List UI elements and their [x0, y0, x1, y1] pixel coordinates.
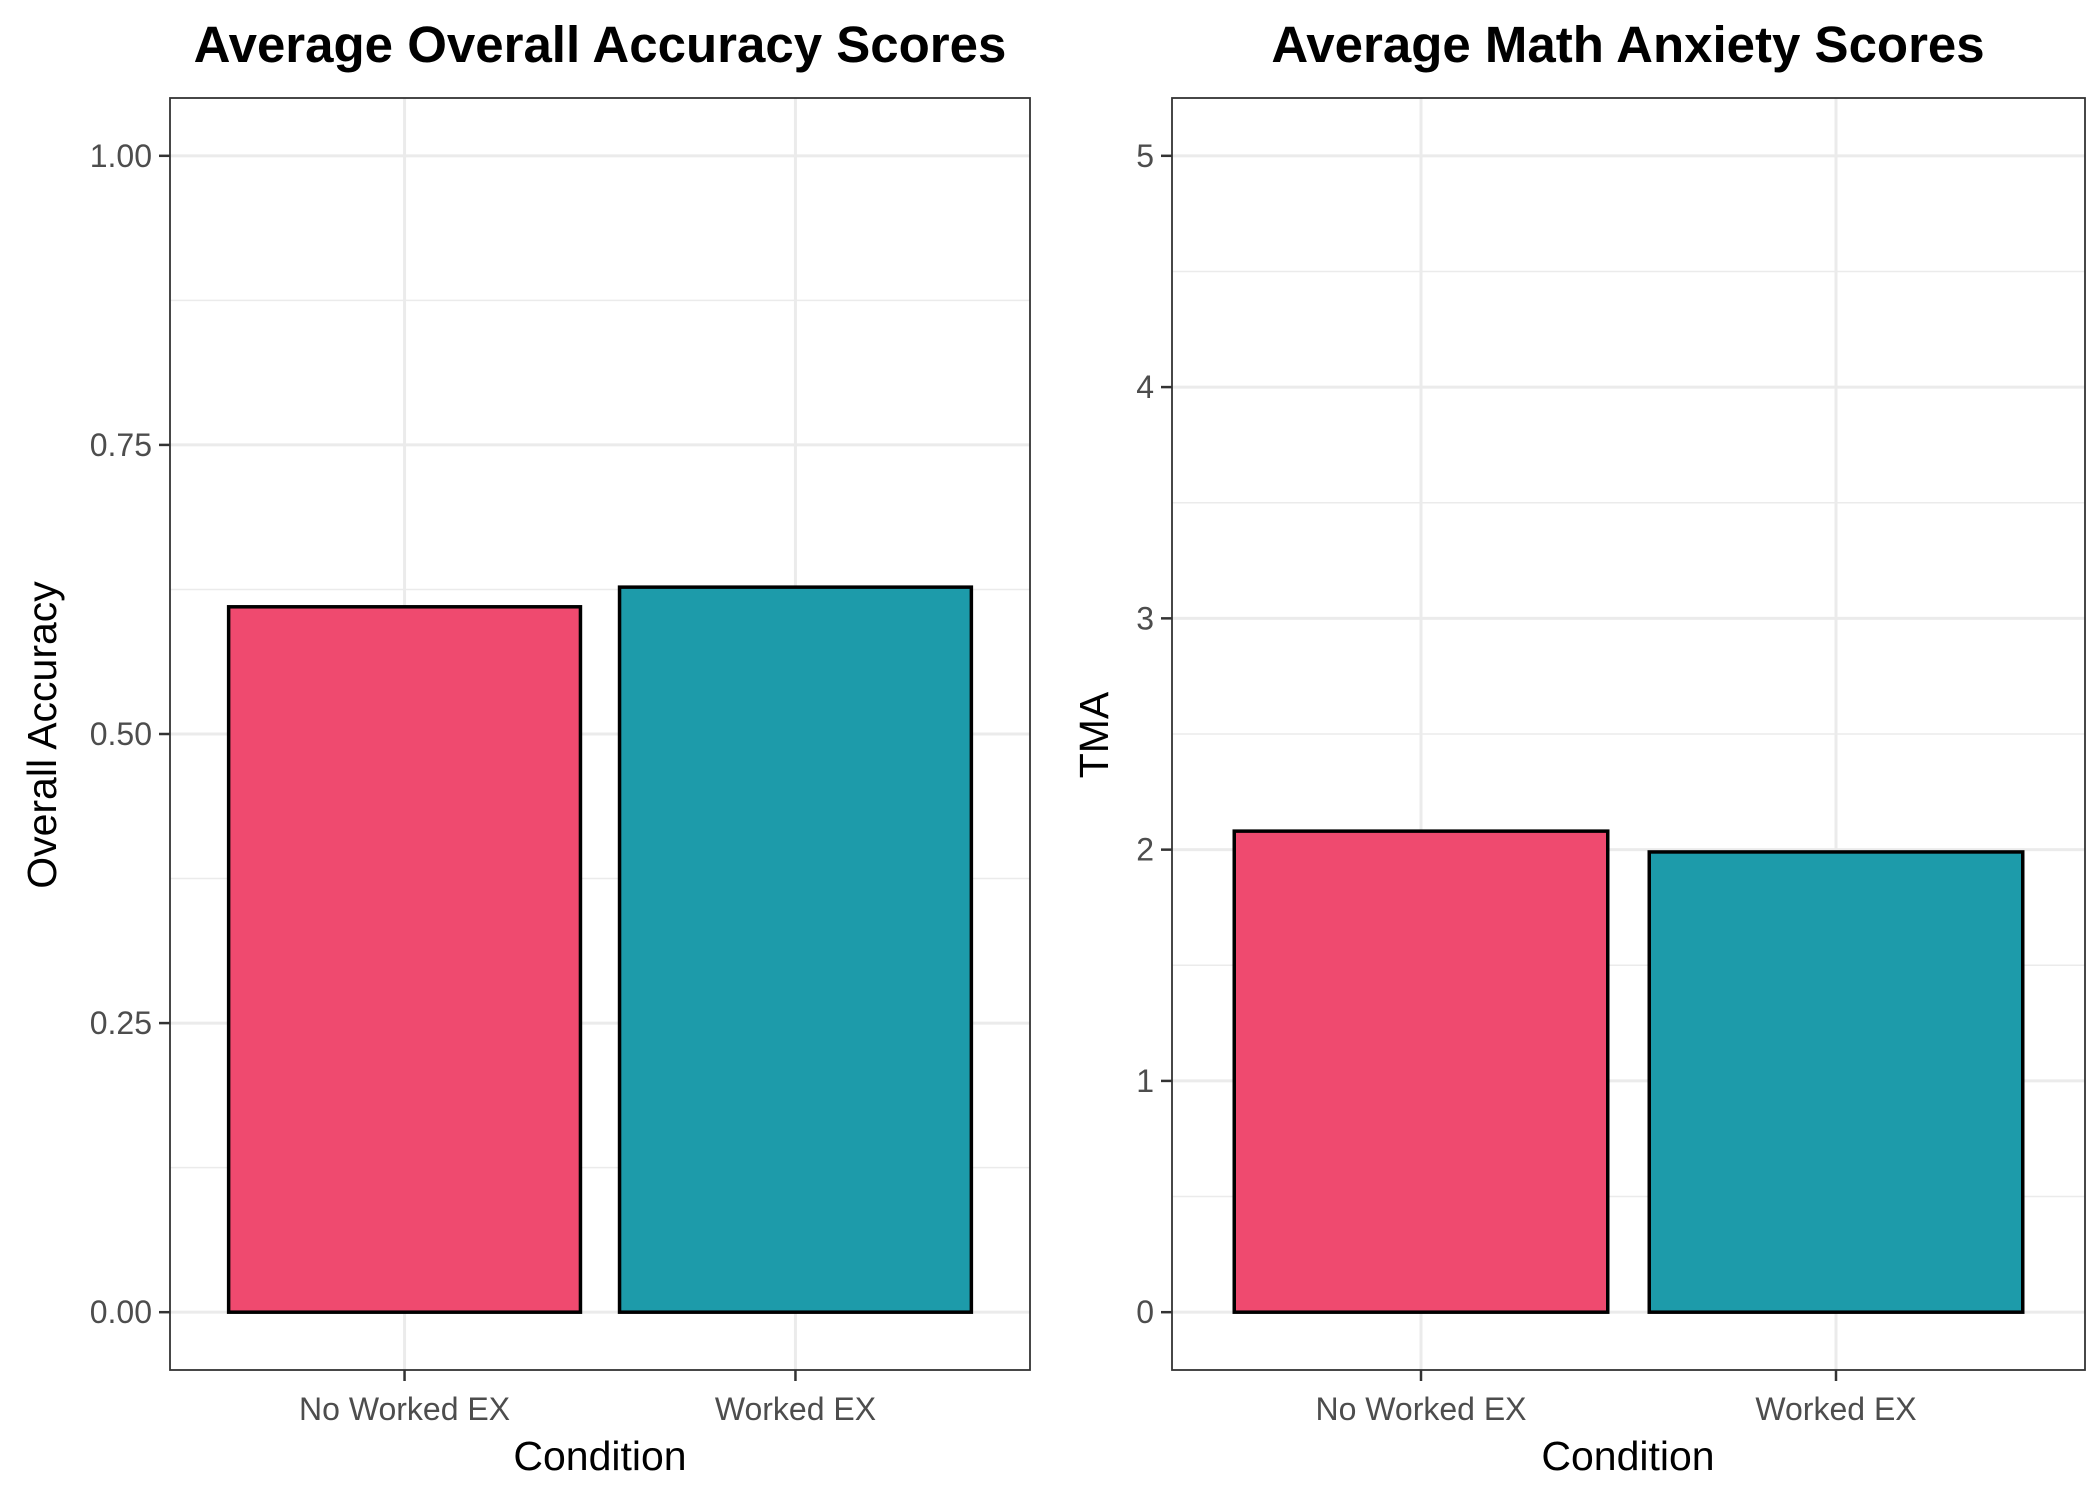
math-anxiety-bar-2 — [1647, 850, 2025, 1314]
accuracy-x-tick-label: No Worked EX — [299, 1391, 510, 1427]
math-anxiety-chart-title: Average Math Anxiety Scores — [1271, 16, 1984, 73]
accuracy-y-tick-label: 0.25 — [90, 1005, 152, 1041]
math-anxiety-y-tick-label: 1 — [1136, 1063, 1154, 1099]
math-anxiety-x-tick-label: No Worked EX — [1315, 1391, 1526, 1427]
accuracy-chart-title: Average Overall Accuracy Scores — [194, 16, 1007, 73]
math-anxiety-y-tick-label: 2 — [1136, 832, 1154, 868]
math-anxiety-plot-area: 0 1 2 3 4 5 No Worked EX Worked EX — [1136, 97, 2086, 1427]
accuracy-x-tick-label: Worked EX — [715, 1391, 876, 1427]
accuracy-y-axis-title: Overall Accuracy — [19, 581, 65, 889]
math-anxiety-y-tick-label: 5 — [1136, 138, 1154, 174]
math-anxiety-panel-border — [1171, 97, 2086, 1371]
math-anxiety-x-axis-title: Condition — [1541, 1433, 1714, 1479]
math-anxiety-x-tick-label: Worked EX — [1755, 1391, 1916, 1427]
math-anxiety-chart-panel: Average Math Anxiety Scores 0 1 2 3 4 5 No Wor… — [1071, 16, 2086, 1479]
accuracy-y-tick-label: 1.00 — [90, 138, 152, 174]
accuracy-bar-2 — [617, 585, 974, 1314]
math-anxiety-y-tick-label: 0 — [1136, 1294, 1154, 1330]
math-anxiety-y-tick-label: 3 — [1136, 600, 1154, 636]
accuracy-chart-panel: Average Overall Accuracy Scores 0.00 0.25… — [19, 16, 1031, 1479]
math-anxiety-y-axis-title: TMA — [1071, 691, 1117, 778]
accuracy-bar-1 — [226, 605, 583, 1314]
accuracy-y-tick-label: 0.50 — [90, 716, 152, 752]
accuracy-y-tick-label: 0.75 — [90, 427, 152, 463]
math-anxiety-bar-1 — [1232, 829, 1610, 1314]
math-anxiety-y-tick-label: 4 — [1136, 369, 1154, 405]
accuracy-x-axis-title: Condition — [513, 1433, 686, 1479]
accuracy-y-tick-label: 0.00 — [90, 1294, 152, 1330]
accuracy-plot-area: 0.00 0.25 0.50 0.75 1.00 No Worked EX Worked E… — [90, 97, 1031, 1427]
